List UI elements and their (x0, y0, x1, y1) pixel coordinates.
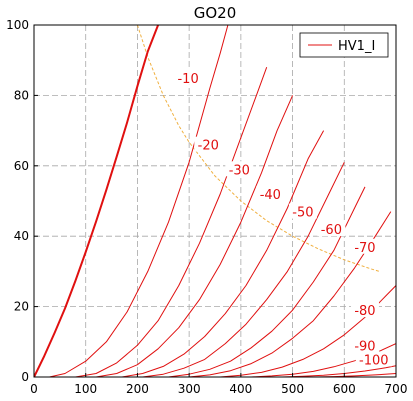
curve-label: -30 (229, 163, 250, 178)
y-tick-label: 0 (21, 370, 29, 384)
legend-entry: HV1_I (338, 39, 375, 54)
curve-label-bg (256, 185, 285, 201)
curve-label-bg (225, 161, 254, 177)
curve-label: -80 (354, 304, 375, 319)
curve-label: -60 (321, 223, 342, 238)
x-tick-label: 0 (30, 382, 38, 396)
dissipation-line (136, 25, 381, 273)
plot-frame (33, 24, 397, 378)
curve-label: -20 (198, 139, 219, 154)
y-tick-label: 100 (6, 18, 29, 32)
series-line (75, 67, 268, 377)
x-tick-label: 200 (126, 382, 149, 396)
curve-label: -90 (354, 339, 375, 354)
x-tick-label: 500 (281, 382, 304, 396)
series-line (189, 211, 392, 377)
series-line (168, 186, 366, 377)
x-tick-label: 600 (333, 382, 356, 396)
curve-label-bg (317, 221, 346, 237)
curve-label: -50 (292, 206, 313, 221)
y-tick-label: 40 (14, 229, 29, 243)
series-lines (34, 25, 396, 377)
curve-label-bg (350, 302, 379, 318)
curve-label: -40 (260, 188, 281, 203)
curve-label: -70 (354, 241, 375, 256)
dissipation-curve (136, 25, 381, 273)
chart-title: GO20 (194, 4, 237, 22)
x-tick-label: 300 (178, 382, 201, 396)
series-line (121, 130, 325, 377)
curve-label: -10 (177, 72, 198, 87)
curve-label-bg (194, 136, 223, 152)
curve-label-bg (350, 337, 379, 353)
curve-label-bg (350, 238, 379, 254)
x-tick-label: 400 (229, 382, 252, 396)
series-line (34, 25, 160, 377)
curve-label-bg (355, 351, 392, 367)
x-tick-label: 100 (74, 382, 97, 396)
curve-label: -100 (359, 353, 389, 368)
legend: HV1_I (299, 32, 389, 58)
series-line (96, 95, 294, 377)
axes: 0 100 200 300 400 500 600 700 0 20 40 60 80 100 (6, 18, 407, 396)
y-tick-label: 80 (14, 88, 29, 102)
series-line (49, 25, 229, 377)
curve-label-bg (174, 69, 203, 85)
x-tick-label: 700 (385, 382, 408, 396)
curve-label-bg (288, 203, 317, 219)
curve-labels: -10 -20 -30 -40 -50 -60 -70 -80 -90-100 (174, 69, 392, 368)
y-tick-label: 20 (14, 300, 29, 314)
y-tick-label: 60 (14, 159, 29, 173)
grid (34, 25, 396, 377)
series-line (142, 162, 345, 377)
